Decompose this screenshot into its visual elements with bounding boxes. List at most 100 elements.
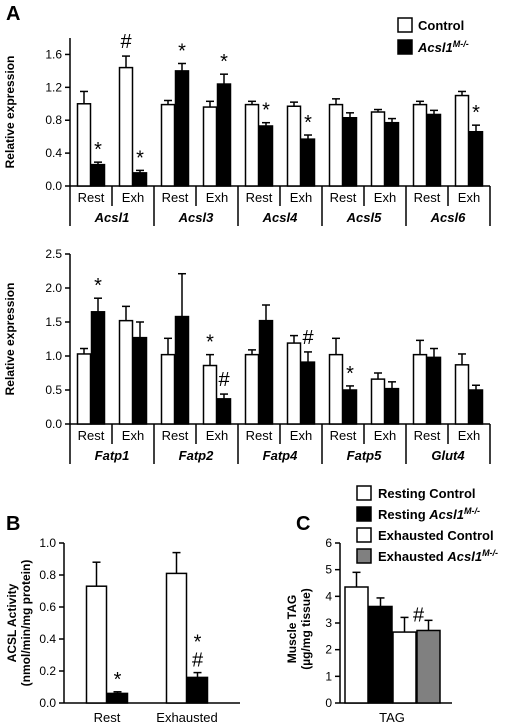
gene-label: Acsl4	[262, 210, 298, 225]
chart-b: 0.0 0.2 0.4 0.6 0.8 1.0 ACSL Activity (nmol/min…	[5, 536, 240, 725]
condition-label: Rest	[330, 428, 357, 443]
bar-control	[412, 353, 428, 425]
condition-label: Exh	[122, 190, 144, 205]
bar-control	[370, 378, 386, 425]
bar-knockout	[342, 117, 358, 187]
legend-superscript: M-/-	[464, 506, 480, 516]
gene-label: Acsl3	[178, 210, 214, 225]
bar-knockout	[216, 83, 232, 187]
legend-swatch	[356, 548, 372, 564]
legend-text-part: Exhausted Control	[378, 528, 494, 543]
panel-letter-a: A	[6, 3, 20, 25]
gene-label: Fatp2	[179, 448, 214, 463]
legend-label: Exhausted Acsl1M-/-	[378, 548, 498, 564]
condition-label: Rest	[162, 428, 189, 443]
condition-label: Exh	[458, 190, 480, 205]
gene-label: Glut4	[431, 448, 465, 463]
legend-superscript: M-/-	[453, 39, 469, 49]
legend-swatch	[356, 527, 372, 543]
bar-knockout	[468, 130, 484, 187]
condition-label: Exh	[458, 428, 480, 443]
condition-label: Rest	[78, 190, 105, 205]
legend-label-control: Control	[418, 18, 464, 33]
bar-control	[160, 103, 176, 187]
significance-mark: *	[136, 147, 144, 169]
y-tick-label: 2.5	[45, 247, 62, 261]
y-tick-label: 0.8	[45, 113, 62, 127]
significance-mark: *	[346, 363, 354, 385]
bar-control	[328, 353, 344, 425]
y-axis-label: Relative expression	[3, 283, 17, 396]
y-tick-label: 0.5	[45, 383, 62, 397]
bar-knockout	[258, 319, 274, 425]
condition-label: Rest	[246, 190, 273, 205]
bar-control	[244, 353, 260, 425]
y-tick-label: 0.4	[39, 632, 56, 646]
bar-knockout	[132, 336, 148, 425]
panel-letter-c: C	[296, 513, 310, 535]
y-tick-label: 0.6	[39, 600, 56, 614]
y-tick-label: 0.0	[45, 417, 62, 431]
bar-knockout	[186, 676, 209, 704]
significance-mark: *	[94, 275, 102, 297]
gene-label: Fatp4	[263, 448, 298, 463]
bar-resting-knockout	[368, 605, 393, 704]
condition-label: Exh	[290, 428, 312, 443]
y-tick-label: 0.0	[45, 179, 62, 193]
bar-knockout	[468, 389, 484, 425]
y-tick-label: 6	[325, 536, 332, 550]
condition-label: Exh	[374, 428, 396, 443]
bar-control	[202, 106, 218, 187]
gene-label: Acsl1	[94, 210, 130, 225]
significance-mark: *	[472, 102, 480, 124]
legend-swatch	[356, 485, 372, 501]
bar-knockout	[216, 398, 232, 425]
significance-mark: #	[218, 369, 230, 391]
bar-knockout	[342, 389, 358, 425]
condition-label: Exh	[374, 190, 396, 205]
bar-knockout	[426, 113, 442, 187]
condition-label: Exh	[290, 190, 312, 205]
bar-knockout	[106, 692, 129, 704]
legend-label: Resting Acsl1M-/-	[378, 506, 480, 522]
condition-label: Rest	[330, 190, 357, 205]
condition-label: Exh	[122, 428, 144, 443]
bar-control	[118, 66, 134, 187]
chart-c: 0 1 2 3 4 5 6 Muscle TAG (µg/mg tissue) # TAG Resti…	[285, 485, 498, 725]
bar-knockout	[384, 387, 400, 425]
condition-label: Rest	[414, 428, 441, 443]
bar-control	[118, 319, 134, 425]
y-axis-label-line: (nmol/min/mg protein)	[19, 560, 33, 687]
bar-control	[85, 585, 108, 704]
gene-label: Fatp1	[95, 448, 130, 463]
legend-gene: Acsl1	[417, 40, 453, 55]
y-tick-label: 1.6	[45, 47, 62, 61]
y-tick-label: 2.0	[45, 281, 62, 295]
legend-swatch-control	[397, 17, 413, 33]
legend-text-part: Resting Control	[378, 486, 476, 501]
y-tick-label: 0.2	[39, 664, 56, 678]
y-tick-label: 0	[325, 696, 332, 710]
significance-mark: *	[114, 669, 122, 691]
gene-label: Acsl5	[346, 210, 382, 225]
y-axis-label-line: (µg/mg tissue)	[299, 588, 313, 670]
bar-knockout	[258, 125, 274, 187]
bar-knockout	[384, 121, 400, 187]
legend-label: Exhausted Control	[378, 528, 494, 543]
significance-mark: *	[262, 100, 270, 122]
bar-knockout	[132, 172, 148, 187]
legend-superscript: M-/-	[482, 548, 498, 558]
bar-knockout	[300, 361, 316, 425]
y-tick-label: 0.8	[39, 568, 56, 582]
bar-knockout	[90, 163, 106, 187]
bar-control	[412, 103, 428, 187]
y-tick-label: 1.2	[45, 80, 62, 94]
y-tick-label: 1.0	[45, 349, 62, 363]
bar-knockout	[174, 315, 190, 425]
y-tick-label: 5	[325, 563, 332, 577]
legend-text-part: Exhausted	[378, 549, 447, 564]
bar-control	[454, 364, 470, 425]
bar-knockout	[90, 311, 106, 425]
significance-mark: #	[413, 604, 425, 626]
